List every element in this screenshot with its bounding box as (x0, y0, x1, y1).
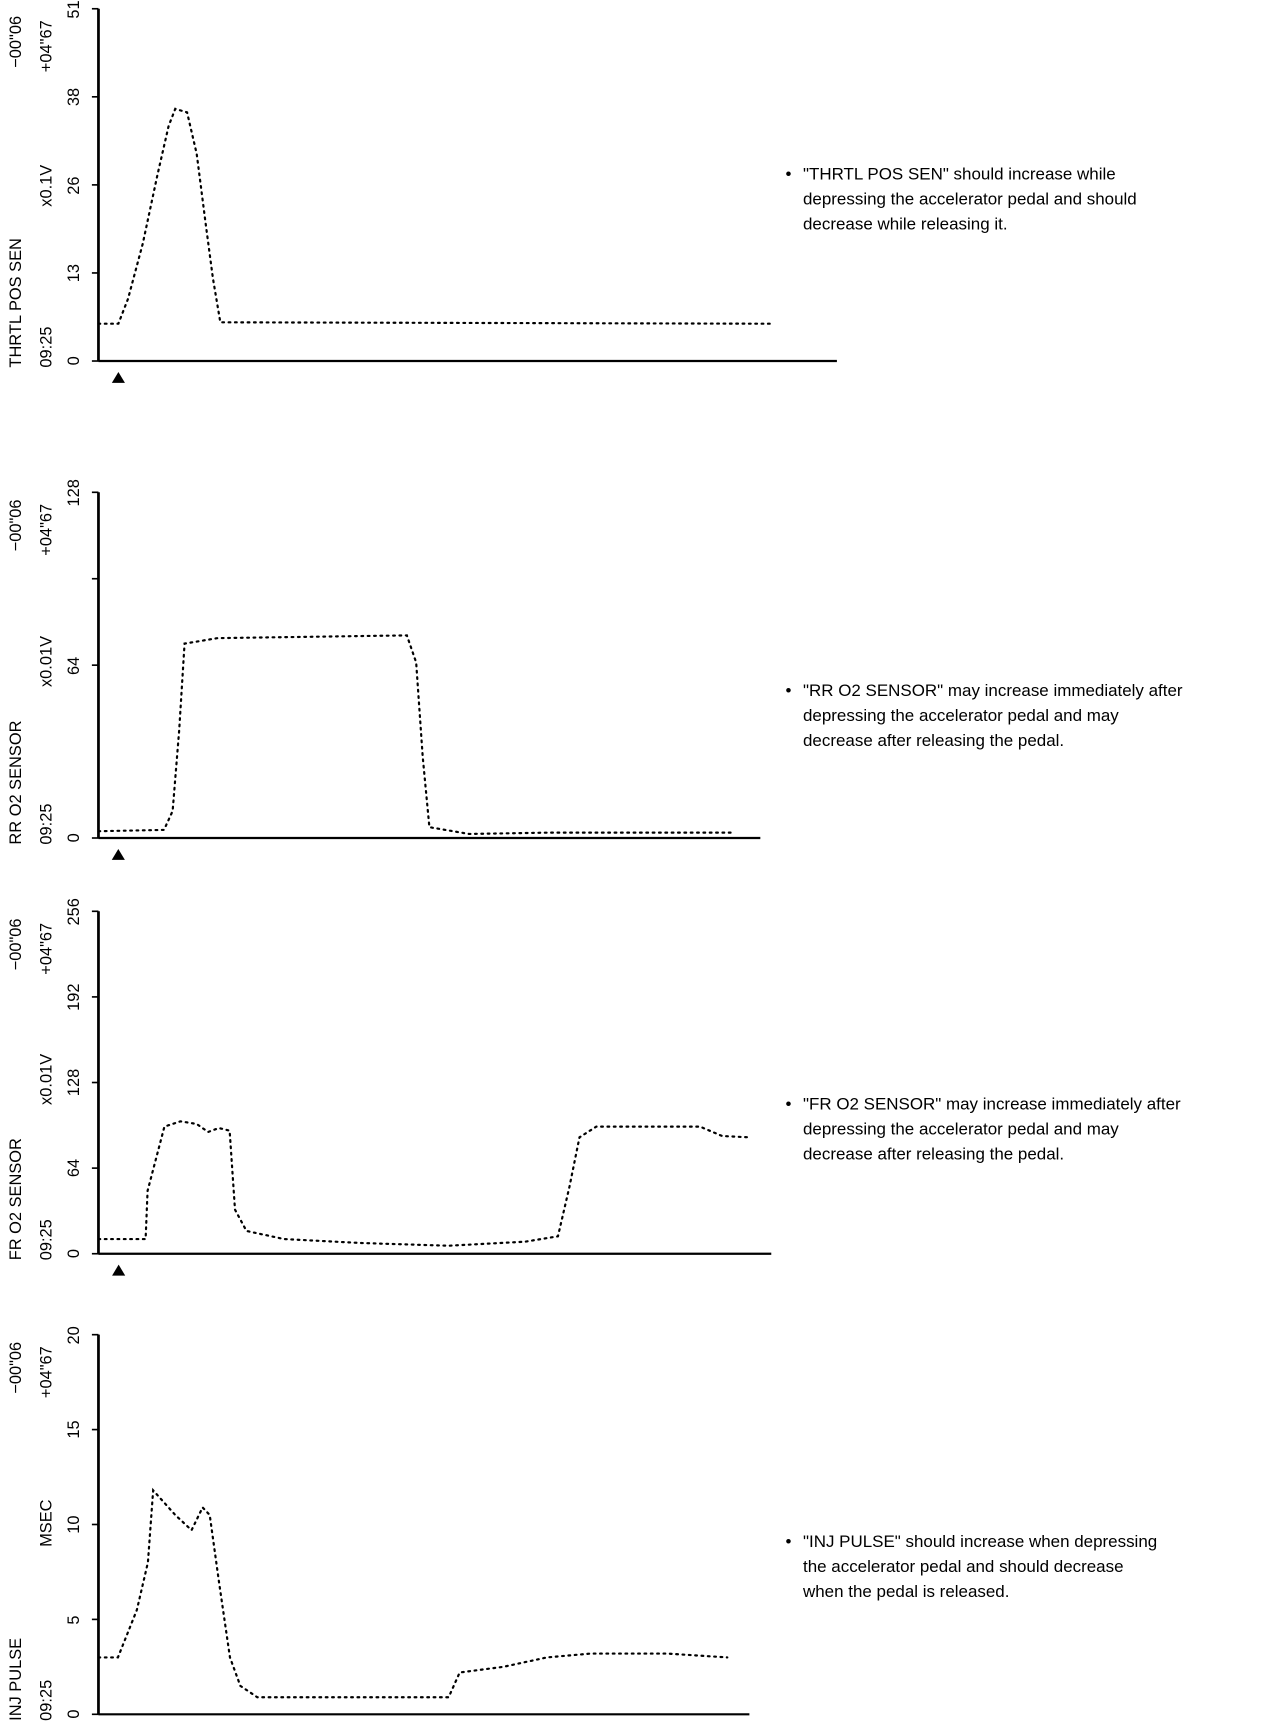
note-line: depressing the accelerator pedal and may (802, 706, 1119, 726)
annotation-note: • "FR O2 SENSOR" may increase immediately… (785, 1092, 1280, 1167)
note-line: depressing the accelerator pedal and sho… (802, 190, 1137, 209)
y-tick-label: 20 (64, 1325, 84, 1344)
note-line: "RR O2 SENSOR" may increase immediately … (802, 681, 1183, 701)
note-line: "FR O2 SENSOR" may increase immediately … (802, 1095, 1181, 1114)
y-tick-label: 0 (64, 1709, 84, 1719)
y-tick-label: 15 (64, 1420, 84, 1439)
note-line: "THRTL POS SEN" should increase while (802, 165, 1116, 184)
trigger-marker-icon (111, 848, 125, 860)
annotation-note: • "RR O2 SENSOR" may increase immediately… (785, 678, 1280, 753)
bullet-icon: • (785, 1532, 792, 1552)
series-line (97, 634, 735, 836)
trigger-marker-icon (111, 371, 125, 383)
note-line: decrease after releasing the pedal. (802, 1145, 1065, 1165)
bullet-icon: • (785, 681, 792, 701)
note-line: decrease while releasing it. (802, 215, 1008, 235)
note-line: "INJ PULSE" should increase when depress… (802, 1532, 1158, 1552)
bullet-icon: • (785, 165, 792, 184)
annotation-note: • "THRTL POS SEN" should increase while de… (785, 162, 1280, 237)
series-line (97, 1487, 729, 1699)
trigger-marker-icon (112, 1264, 126, 1276)
note-line: the accelerator pedal and should decreas… (802, 1557, 1124, 1577)
series-line (97, 1120, 751, 1247)
series-line (97, 107, 772, 325)
note-line: decrease after releasing the pedal. (802, 731, 1065, 751)
note-line: when the pedal is released. (802, 1583, 1010, 1602)
bullet-icon: • (785, 1095, 792, 1114)
y-tick-label: 5 (64, 1614, 84, 1625)
y-tick-label: 10 (64, 1515, 84, 1534)
annotation-note: • "INJ PULSE" should increase when depres… (785, 1529, 1280, 1604)
note-line: depressing the accelerator pedal and may (802, 1120, 1119, 1139)
